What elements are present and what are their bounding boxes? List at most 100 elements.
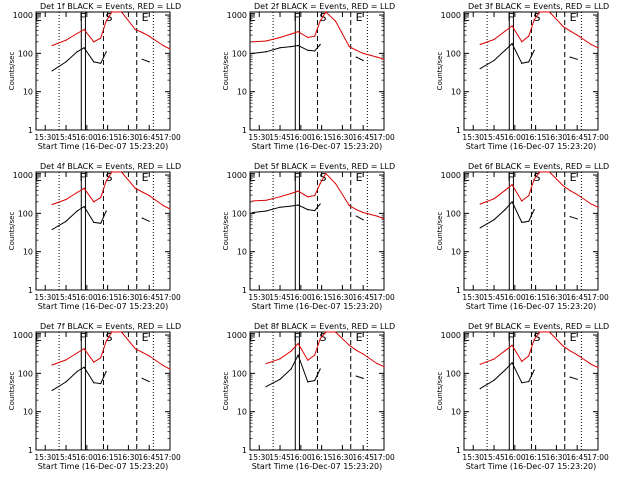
y-tick-label: 1 — [28, 446, 33, 455]
x-tick-label: 16:15 — [311, 453, 333, 462]
y-tick-label: 1000 — [441, 11, 461, 20]
lld-data-point — [376, 215, 378, 217]
events-data-point — [493, 379, 495, 381]
y-axis-label: Counts/sec — [222, 52, 230, 91]
y-tick-label: 1 — [242, 126, 247, 135]
lld-data-point — [590, 43, 592, 46]
panel-title: Det 7f BLACK = Events, RED = LLD — [40, 322, 181, 331]
events-data-point — [148, 380, 150, 383]
lld-data-point — [319, 20, 321, 22]
x-tick-label: 16:15 — [525, 293, 547, 302]
events-data-point — [141, 58, 143, 60]
lld-data-point — [504, 350, 506, 352]
events-data-point — [83, 366, 85, 368]
lld-data-point — [93, 201, 95, 203]
events-data-point — [141, 217, 143, 219]
lld-data-point — [493, 198, 495, 200]
events-data-point — [511, 362, 513, 364]
lld-data-point — [548, 11, 551, 13]
detector-panel-3: Det 3f BLACK = Events, RED = LLD 1 10 100 10… — [436, 2, 609, 151]
lld-data-point — [314, 35, 316, 37]
events-series-line — [356, 215, 364, 221]
events-data-point — [76, 51, 78, 53]
lld-series-line — [52, 331, 171, 370]
lld-data-point — [355, 49, 357, 51]
attenuator-state-label: E — [463, 331, 470, 344]
lld-data-point — [105, 180, 107, 182]
x-tick-label: 15:45 — [55, 453, 77, 462]
events-data-point — [576, 218, 578, 220]
events-data-point — [265, 210, 267, 212]
y-tick-label: 100 — [232, 49, 247, 58]
lld-data-point — [511, 25, 513, 27]
x-tick-label: 16:15 — [311, 133, 333, 142]
events-data-point — [362, 59, 364, 62]
lld-data-point — [348, 46, 350, 48]
lld-data-point — [120, 11, 123, 13]
x-tick-label: 16:00 — [290, 133, 312, 142]
events-data-point — [319, 43, 321, 46]
attenuator-state-label: E — [356, 171, 363, 184]
attenuator-state-label: E — [356, 331, 363, 344]
events-data-point — [355, 375, 357, 377]
y-tick-label: 10 — [237, 408, 247, 417]
lld-data-point — [141, 351, 143, 353]
x-tick-label: 16:30 — [332, 133, 354, 142]
lld-data-point — [297, 190, 299, 192]
events-data-point — [362, 219, 364, 221]
x-tick-label: 15:45 — [55, 293, 77, 302]
x-tick-label: 17:00 — [159, 133, 181, 142]
y-axis-label: Counts/sec — [222, 372, 230, 411]
lld-data-point — [362, 353, 364, 355]
events-data-point — [511, 201, 513, 203]
attenuator-state-label: E — [570, 11, 577, 24]
x-tick-label: 16:45 — [138, 133, 160, 142]
x-tick-label: 15:30 — [34, 293, 56, 302]
y-tick-label: 1000 — [227, 11, 247, 20]
x-tick-label: 16:45 — [566, 453, 588, 462]
lld-data-point — [120, 331, 123, 333]
y-tick-label: 1 — [242, 446, 247, 455]
x-tick-label: 16:15 — [525, 453, 547, 462]
lld-data-point — [569, 350, 571, 352]
lld-data-point — [355, 209, 357, 211]
panel-title: Det 4f BLACK = Events, RED = LLD — [40, 162, 181, 171]
x-tick-label: 16:00 — [76, 453, 98, 462]
events-data-point — [307, 209, 309, 211]
events-data-point — [528, 61, 530, 63]
attenuator-state-label: F — [508, 331, 514, 344]
x-tick-label: 16:45 — [138, 293, 160, 302]
attenuator-state-label: E — [249, 11, 256, 24]
lld-data-point — [51, 44, 53, 47]
lld-data-point — [355, 349, 357, 351]
events-data-point — [297, 204, 299, 206]
lld-data-point — [528, 355, 530, 357]
attenuator-state-label: E — [35, 171, 42, 184]
x-tick-label: 16:45 — [352, 293, 374, 302]
events-series-line — [356, 56, 364, 61]
lld-data-point — [521, 360, 523, 363]
lld-data-point — [100, 37, 102, 39]
panel-title: Det 6f BLACK = Events, RED = LLD — [468, 162, 609, 171]
lld-data-point — [376, 56, 378, 58]
attenuator-state-label: S — [106, 171, 113, 184]
events-series-line — [142, 217, 150, 222]
attenuator-state-label: E — [463, 11, 470, 24]
events-data-point — [504, 209, 506, 211]
events-data-point — [76, 210, 78, 212]
y-tick-label: 100 — [18, 209, 33, 218]
lld-data-point — [511, 344, 513, 346]
x-axis-label: Start Time (16-Dec-07 15:23:20) — [466, 302, 597, 311]
lld-data-point — [251, 41, 253, 43]
attenuator-state-label: E — [249, 331, 256, 344]
events-data-point — [65, 381, 67, 383]
events-data-point — [362, 377, 364, 379]
events-data-point — [93, 382, 95, 384]
lld-data-point — [334, 182, 337, 185]
attenuator-state-label: F — [80, 331, 86, 344]
x-tick-label: 15:30 — [462, 293, 484, 302]
events-data-point — [265, 51, 267, 53]
lld-data-point — [597, 47, 599, 49]
lld-data-point — [533, 339, 535, 341]
lld-series-line — [52, 11, 171, 50]
